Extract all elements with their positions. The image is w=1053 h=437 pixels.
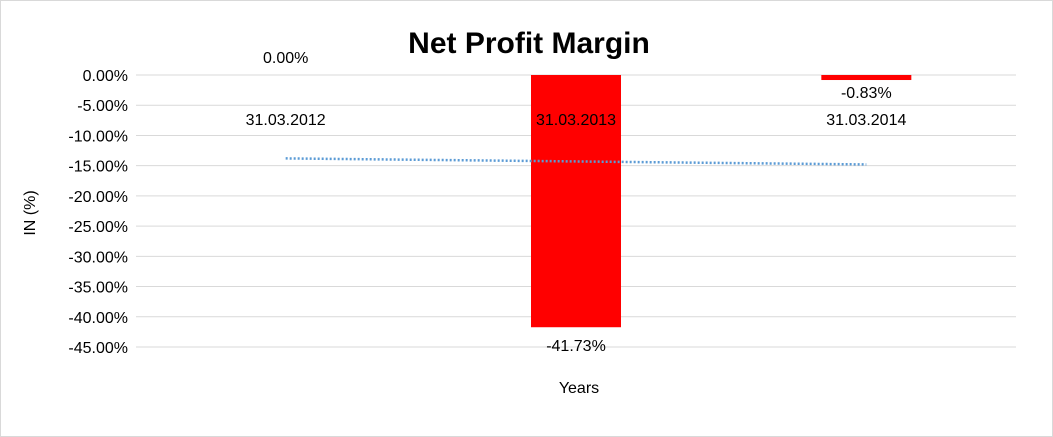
x-tick-label: 31.03.2012 — [246, 112, 326, 129]
chart-title: Net Profit Margin — [408, 27, 650, 60]
trendline — [285, 157, 867, 166]
y-axis-title: IN (%) — [22, 190, 39, 235]
y-tick-label: -30.00% — [68, 249, 128, 266]
x-tick-label: 31.03.2013 — [536, 112, 616, 129]
data-label: 0.00% — [263, 50, 308, 67]
data-label: -0.83% — [841, 85, 892, 102]
x-axis-title: Years — [559, 380, 599, 397]
bar — [821, 75, 912, 81]
y-tick-label: -15.00% — [68, 159, 128, 176]
y-tick-label: -5.00% — [77, 98, 128, 115]
y-tick-label: -40.00% — [68, 310, 128, 327]
y-tick-label: -45.00% — [68, 340, 128, 357]
y-tick-label: 0.00% — [83, 68, 128, 85]
bar — [531, 75, 621, 328]
x-tick-label: 31.03.2014 — [826, 112, 906, 129]
y-tick-label: -20.00% — [68, 189, 128, 206]
y-tick-label: -35.00% — [68, 280, 128, 297]
y-tick-label: -10.00% — [68, 128, 128, 145]
y-tick-label: -25.00% — [68, 219, 128, 236]
data-label: -41.73% — [546, 338, 606, 355]
